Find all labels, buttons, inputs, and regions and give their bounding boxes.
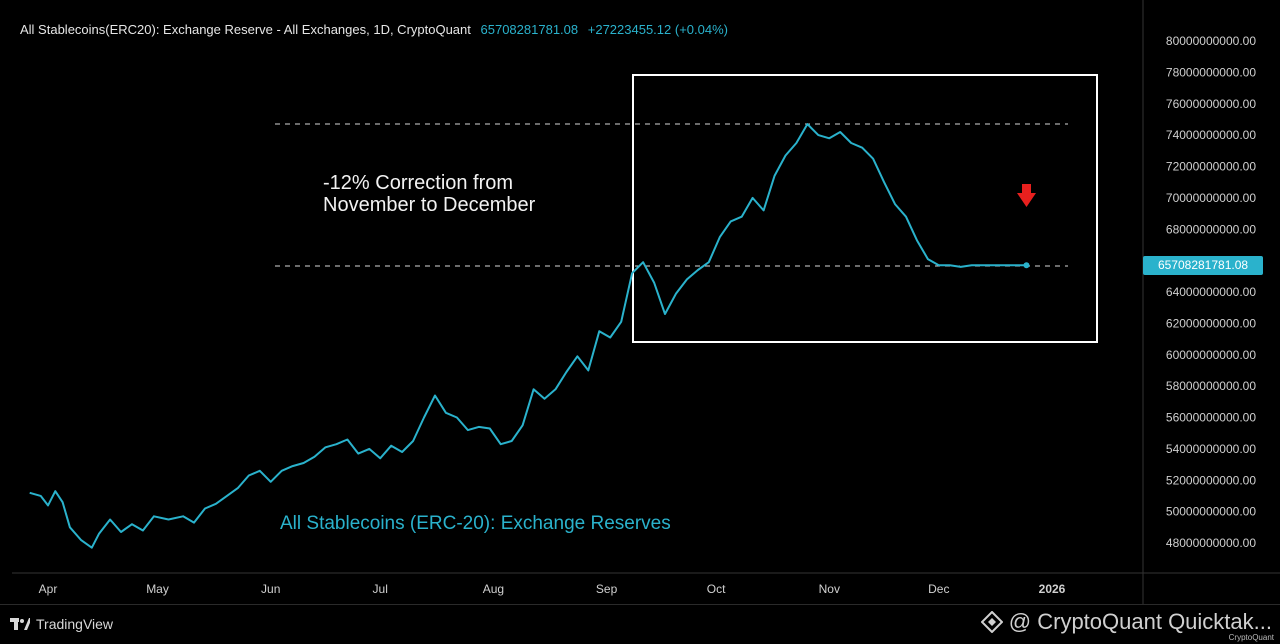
x-axis-ticks: Apr May Jun Jul Aug Sep Oct Nov Dec 2026 — [39, 582, 1066, 596]
watermark-small: CryptoQuant — [1228, 633, 1274, 642]
x-tick-label: Jun — [261, 582, 280, 596]
y-tick-label: 60000000000.00 — [1166, 348, 1256, 362]
y-axis-ticks: 48000000000.00 50000000000.00 52000000000.… — [1166, 34, 1256, 550]
x-tick-label: Apr — [39, 582, 58, 596]
x-tick-label: Sep — [596, 582, 618, 596]
tradingview-icon — [10, 618, 30, 630]
value-change: +27223455.12 (+0.04%) — [587, 22, 728, 37]
y-tick-label: 70000000000.00 — [1166, 191, 1256, 205]
x-tick-label: Jul — [373, 582, 388, 596]
y-tick-label: 80000000000.00 — [1166, 34, 1256, 48]
last-point-marker — [1023, 262, 1030, 269]
current-price-tag: 65708281781.08 — [1143, 256, 1263, 275]
y-tick-label: 52000000000.00 — [1166, 473, 1256, 487]
y-tick-label: 58000000000.00 — [1166, 379, 1256, 393]
cryptoquant-diamond-icon — [980, 611, 1003, 633]
y-tick-label: 74000000000.00 — [1166, 128, 1256, 142]
y-tick-label: 64000000000.00 — [1166, 285, 1256, 299]
x-tick-label: Nov — [819, 582, 840, 596]
y-tick-label: 54000000000.00 — [1166, 442, 1256, 456]
x-tick-label: Aug — [483, 582, 504, 596]
down-arrow-icon — [1017, 184, 1036, 207]
highlight-box — [632, 74, 1098, 343]
tradingview-logo[interactable]: TradingView — [10, 616, 113, 632]
y-tick-label: 72000000000.00 — [1166, 160, 1256, 174]
y-tick-label: 68000000000.00 — [1166, 222, 1256, 236]
y-tick-label: 56000000000.00 — [1166, 411, 1256, 425]
chart-header: All Stablecoins(ERC20): Exchange Reserve… — [20, 22, 728, 37]
footer-bar: TradingView @ CryptoQuant Quicktak... Cr… — [0, 604, 1280, 644]
series-label: All Stablecoins (ERC-20): Exchange Reser… — [280, 513, 671, 534]
x-tick-label: May — [146, 582, 169, 596]
correction-annotation: -12% Correction from November to Decembe… — [323, 172, 536, 216]
y-tick-label: 50000000000.00 — [1166, 505, 1256, 519]
y-tick-label: 48000000000.00 — [1166, 536, 1256, 550]
x-tick-label: Dec — [928, 582, 949, 596]
tradingview-label: TradingView — [36, 616, 114, 632]
chart-title: All Stablecoins(ERC20): Exchange Reserve… — [20, 22, 471, 37]
last-value: 65708281781.08 — [480, 22, 579, 37]
x-tick-label: Oct — [707, 582, 726, 596]
watermark: @ CryptoQuant Quicktak... — [980, 609, 1272, 635]
y-tick-label: 76000000000.00 — [1166, 97, 1256, 111]
y-tick-label: 62000000000.00 — [1166, 316, 1256, 330]
x-tick-label: 2026 — [1039, 582, 1066, 596]
watermark-text: @ CryptoQuant Quicktak... — [1008, 609, 1272, 634]
y-tick-label: 78000000000.00 — [1166, 65, 1256, 79]
series-line — [29, 123, 1027, 549]
